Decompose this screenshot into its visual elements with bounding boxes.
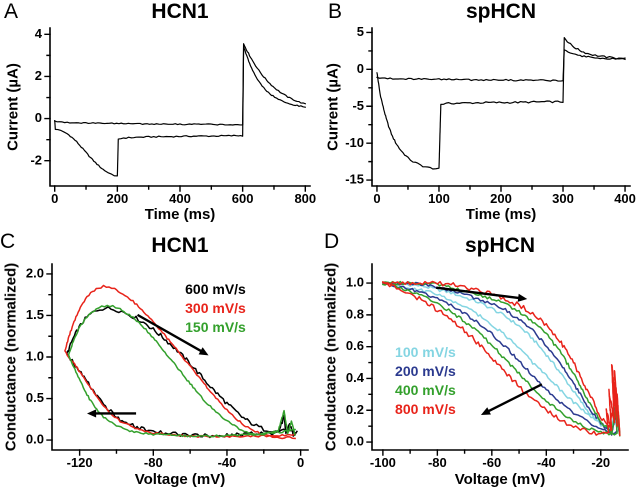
- panel-b-x-axis-label: Time (ms): [465, 206, 537, 223]
- panel-a-letter: A: [4, 0, 19, 23]
- panel-b: B spHCN Current (µA) Time (ms): [320, 0, 640, 228]
- panel-a-chart-canvas: [0, 0, 320, 228]
- panel-c-letter: C: [0, 230, 16, 253]
- panel-c-title: HCN1: [151, 234, 209, 257]
- panel-a-title: HCN1: [151, 0, 209, 23]
- panel-c: C HCN1 Conductance (normalized) Voltage …: [0, 228, 320, 498]
- panel-c-y-axis-label: Conductance (normalized): [2, 262, 20, 452]
- panel-b-letter: B: [328, 0, 343, 23]
- panel-d-title: spHCN: [464, 234, 535, 257]
- panel-b-y-axis-label: Current (µA): [324, 63, 342, 151]
- panel-d-chart-canvas: [320, 228, 640, 498]
- panel-c-chart-canvas: [0, 228, 320, 498]
- panel-b-title: spHCN: [465, 0, 536, 23]
- panel-a-y-axis-label: Current (µA): [4, 63, 22, 151]
- panel-d-letter: D: [324, 230, 340, 253]
- panel-a: A HCN1 Current (µA) Time (ms): [0, 0, 320, 228]
- panel-d-x-axis-label: Voltage (mV): [454, 471, 546, 488]
- panel-d-y-axis-label: Conductance (normalized): [322, 262, 340, 452]
- panel-c-x-axis-label: Voltage (mV): [134, 471, 226, 488]
- panel-d: D spHCN Conductance (normalized) Voltage…: [320, 228, 640, 498]
- panel-b-chart-canvas: [320, 0, 640, 228]
- panel-a-x-axis-label: Time (ms): [144, 206, 216, 223]
